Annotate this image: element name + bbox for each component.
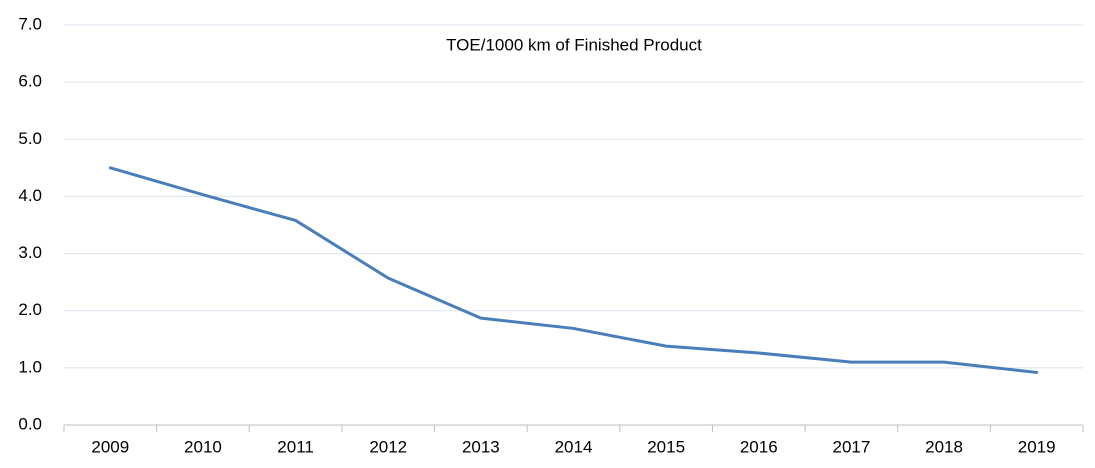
x-tick-label: 2019	[1018, 437, 1056, 456]
x-tick-label: 2013	[462, 437, 500, 456]
x-tick-label: 2011	[277, 437, 314, 456]
y-tick-label: 3.0	[18, 243, 42, 262]
y-tick-label: 4.0	[18, 186, 42, 205]
y-tick-label: 5.0	[18, 129, 42, 148]
y-tick-label: 6.0	[18, 72, 42, 91]
x-tick-label: 2014	[555, 437, 593, 456]
x-tick-label: 2010	[184, 437, 222, 456]
x-tick-label: 2017	[832, 437, 870, 456]
x-tick-label: 2012	[369, 437, 407, 456]
data-line	[108, 166, 1039, 374]
y-tick-label: 7.0	[18, 14, 42, 33]
chart-title: TOE/1000 km of Finished Product	[446, 35, 702, 54]
y-tick-label: 0.0	[18, 414, 42, 433]
x-tick-label: 2015	[647, 437, 685, 456]
x-tick-label: 2016	[740, 437, 778, 456]
x-tick-label: 2018	[925, 437, 963, 456]
y-tick-label: 2.0	[18, 300, 42, 319]
y-tick-label: 1.0	[18, 357, 42, 376]
x-tick-label: 2009	[91, 437, 129, 456]
